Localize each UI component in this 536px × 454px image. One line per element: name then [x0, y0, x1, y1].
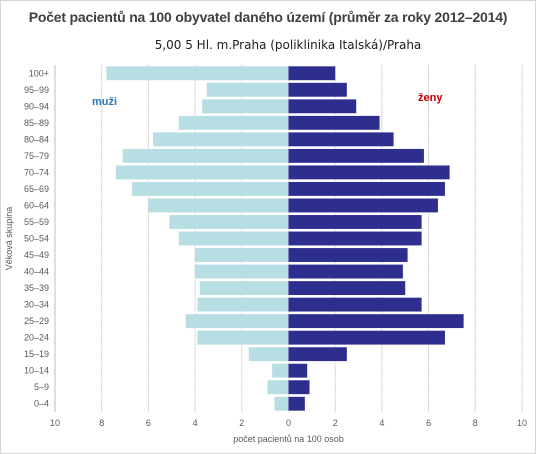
- bar-male: [197, 330, 289, 345]
- category-label: 100+: [29, 68, 49, 78]
- bar-male: [122, 148, 289, 163]
- category-label: 15–19: [24, 349, 49, 359]
- category-label: 75–79: [24, 151, 49, 161]
- bar-female: [288, 264, 403, 279]
- bar-female: [288, 281, 406, 296]
- category-label: 30–34: [24, 300, 49, 310]
- bar-male: [148, 198, 289, 213]
- bar-female: [288, 215, 422, 229]
- x-tick-label: 10: [50, 418, 60, 428]
- bar-female: [288, 380, 310, 395]
- bar-female: [288, 181, 445, 196]
- x-axis-title: počet pacientů na 100 osob: [233, 434, 344, 444]
- category-label: 20–24: [24, 333, 49, 343]
- chart-title: Počet pacientů na 100 obyvatel daného úz…: [28, 9, 508, 25]
- x-tick-label: 4: [193, 418, 198, 428]
- category-label: 0–4: [34, 399, 49, 409]
- bar-female: [288, 82, 347, 97]
- category-label: 45–49: [24, 250, 49, 260]
- bar-female: [288, 297, 422, 312]
- category-label: 85–89: [24, 118, 49, 128]
- category-label: 50–54: [24, 234, 49, 244]
- bar-male: [195, 248, 289, 262]
- bar-female: [288, 231, 422, 246]
- bar-female: [288, 330, 445, 345]
- bar-male: [199, 281, 289, 296]
- bar-male: [274, 396, 289, 411]
- bar-male: [169, 215, 289, 229]
- series-label-male: muži: [92, 96, 117, 108]
- bar-male: [115, 165, 289, 180]
- bar-female: [288, 115, 380, 130]
- category-label: 70–74: [24, 167, 49, 177]
- series-label-female: ženy: [418, 92, 443, 104]
- category-label: 95–99: [24, 85, 49, 95]
- bar-female: [288, 132, 394, 147]
- bar-female: [288, 148, 424, 163]
- bar-female: [288, 198, 438, 213]
- bar-male: [206, 82, 289, 97]
- x-tick-label: 6: [426, 418, 431, 428]
- bar-female: [288, 363, 308, 378]
- x-tick-label: 10: [517, 418, 527, 428]
- x-tick-label: 6: [146, 418, 151, 428]
- bar-male: [195, 264, 289, 279]
- category-label: 80–84: [24, 134, 49, 144]
- bar-female: [288, 396, 305, 411]
- x-tick-label: 4: [379, 418, 384, 428]
- x-tick-label: 8: [473, 418, 478, 428]
- bar-male: [178, 231, 289, 246]
- bar-male: [106, 66, 289, 81]
- bar-female: [288, 165, 450, 180]
- category-label: 90–94: [24, 101, 49, 111]
- x-tick-label: 0: [286, 418, 291, 428]
- bar-female: [288, 347, 347, 362]
- bar-female: [288, 314, 464, 329]
- bar-male: [132, 181, 289, 196]
- bar-female: [288, 66, 336, 81]
- bar-male: [197, 297, 289, 312]
- category-label: 65–69: [24, 184, 49, 194]
- x-tick-label: 2: [333, 418, 338, 428]
- category-label: 35–39: [24, 283, 49, 293]
- category-label: 5–9: [34, 382, 49, 392]
- bar-male: [248, 347, 289, 362]
- chart-subtitle: 5,00 5 Hl. m.Praha (poliklinika Italská)…: [154, 38, 422, 52]
- category-label: 25–29: [24, 316, 49, 326]
- category-label: 10–14: [24, 366, 49, 376]
- bar-male: [202, 99, 289, 114]
- bar-male: [267, 380, 289, 395]
- bar-male: [153, 132, 289, 147]
- bar-male: [178, 115, 289, 130]
- bar-female: [288, 248, 408, 262]
- bar-male: [185, 314, 289, 329]
- y-axis-title: Věková skupina: [4, 207, 14, 271]
- category-label: 60–64: [24, 200, 49, 210]
- category-label: 40–44: [24, 267, 49, 277]
- x-tick-label: 8: [99, 418, 104, 428]
- bar-male: [272, 363, 289, 378]
- category-label: 55–59: [24, 217, 49, 227]
- x-tick-label: 2: [239, 418, 244, 428]
- bar-female: [288, 99, 357, 114]
